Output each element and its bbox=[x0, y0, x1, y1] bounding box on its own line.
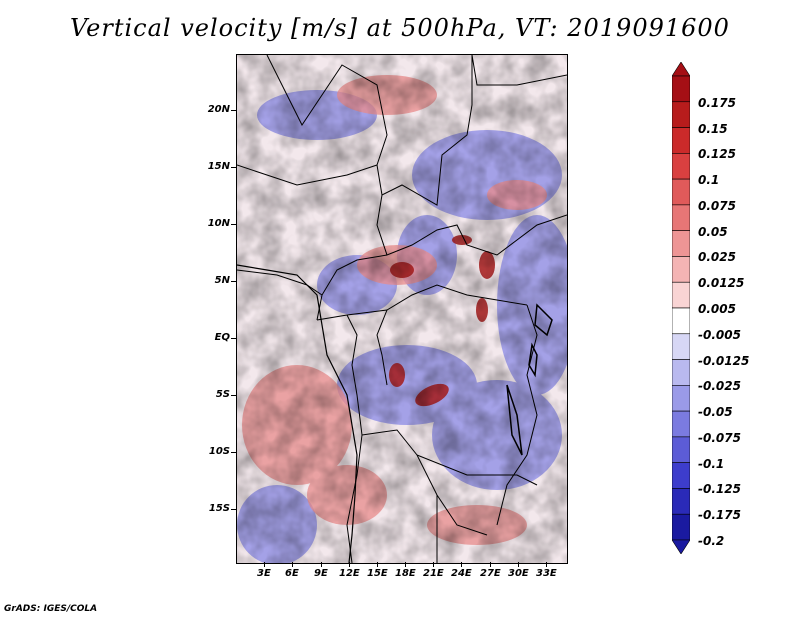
x-tick-label: 27E bbox=[480, 568, 501, 579]
x-tick-label: 15E bbox=[367, 568, 388, 579]
colorbar-segment bbox=[672, 359, 690, 386]
y-tick-label: EQ bbox=[214, 332, 230, 343]
y-tickmark bbox=[231, 395, 236, 396]
colorbar-label: -0.1 bbox=[698, 456, 725, 471]
colorbar-label: 0.025 bbox=[698, 250, 736, 265]
y-tickmark bbox=[231, 224, 236, 225]
lakes bbox=[506, 303, 553, 456]
colorbar-label: 0.005 bbox=[698, 302, 736, 316]
colorbar-label: -0.025 bbox=[698, 379, 741, 394]
country-borders bbox=[237, 55, 567, 563]
y-tickmark bbox=[231, 167, 236, 168]
y-tickmark bbox=[231, 509, 236, 510]
colorbar-segment bbox=[672, 204, 690, 231]
x-tick-label: 9E bbox=[314, 568, 328, 579]
y-tickmark bbox=[231, 110, 236, 111]
colorbar-label: -0.0125 bbox=[698, 353, 750, 368]
x-tickmark bbox=[349, 562, 350, 567]
x-tickmark bbox=[377, 562, 378, 567]
y-tickmark bbox=[231, 452, 236, 453]
x-tick-label: 30E bbox=[508, 568, 529, 579]
colorbar-label: -0.125 bbox=[698, 482, 741, 497]
x-tickmark bbox=[518, 562, 519, 567]
x-tickmark bbox=[433, 562, 434, 567]
x-tickmark bbox=[405, 562, 406, 567]
colorbar-arrow-top bbox=[672, 62, 690, 77]
y-tick-label: 5S bbox=[215, 389, 230, 400]
colorbar-segment bbox=[672, 513, 690, 541]
colorbar-segment bbox=[672, 101, 690, 128]
colorbar-label: 0.1 bbox=[698, 173, 720, 188]
x-tick-label: 24E bbox=[451, 568, 472, 579]
colorbar-label: 0.05 bbox=[698, 224, 728, 239]
y-tick-label: 10S bbox=[208, 446, 230, 457]
velocity-map bbox=[236, 54, 568, 564]
x-tick-label: 33E bbox=[536, 568, 557, 579]
x-tick-label: 3E bbox=[257, 568, 271, 579]
colorbar-segment bbox=[672, 410, 690, 438]
colorbar-segment bbox=[672, 75, 690, 103]
y-tick-label: 15S bbox=[208, 503, 230, 514]
colorbar bbox=[672, 62, 690, 554]
map-title: Vertical velocity [m/s] at 500hPa, VT: 2… bbox=[70, 14, 730, 42]
x-tickmark bbox=[264, 562, 265, 567]
y-tickmark bbox=[231, 281, 236, 282]
x-tickmark bbox=[292, 562, 293, 567]
colorbar-segment bbox=[672, 333, 690, 360]
colorbar-label: 0.15 bbox=[698, 121, 728, 136]
colorbar-label: 0.175 bbox=[698, 95, 736, 110]
colorbar-label: 0.075 bbox=[698, 198, 736, 213]
colorbar-segment bbox=[672, 307, 690, 335]
colorbar-label: 0.0125 bbox=[698, 276, 745, 291]
colorbar-segment bbox=[672, 488, 690, 515]
x-tick-label: 12E bbox=[339, 568, 360, 579]
y-tickmark bbox=[231, 338, 236, 339]
coastline bbox=[237, 264, 358, 563]
credit-text: GrADS: IGES/COLA bbox=[4, 604, 98, 614]
y-tick-label: 20N bbox=[207, 104, 230, 115]
colorbar-segment bbox=[672, 153, 690, 180]
colorbar-label: -0.005 bbox=[698, 327, 741, 342]
colorbar-segment bbox=[672, 178, 690, 206]
colorbar-segment bbox=[672, 385, 690, 412]
x-tickmark bbox=[461, 562, 462, 567]
x-tickmark bbox=[546, 562, 547, 567]
velocity-field bbox=[237, 55, 567, 563]
colorbar-label: 0.125 bbox=[698, 147, 736, 162]
colorbar-segment bbox=[672, 127, 690, 154]
x-tick-label: 6E bbox=[285, 568, 299, 579]
colorbar-segment bbox=[672, 230, 690, 257]
colorbar-segment bbox=[672, 281, 690, 309]
x-tickmark bbox=[321, 562, 322, 567]
colorbar-label: -0.075 bbox=[698, 430, 741, 445]
y-tick-label: 10N bbox=[207, 218, 230, 229]
y-tick-label: 5N bbox=[214, 275, 230, 286]
y-tick-label: 15N bbox=[207, 161, 230, 172]
colorbar-label: -0.2 bbox=[698, 534, 725, 548]
colorbar-arrow-bottom bbox=[672, 539, 690, 554]
x-tickmark bbox=[490, 562, 491, 567]
x-tick-label: 18E bbox=[395, 568, 416, 579]
colorbar-segment bbox=[672, 462, 690, 489]
colorbar-label: -0.05 bbox=[698, 405, 733, 420]
colorbar-label: -0.175 bbox=[698, 508, 741, 523]
colorbar-segment bbox=[672, 256, 690, 283]
colorbar-segment bbox=[672, 436, 690, 463]
x-tick-label: 21E bbox=[423, 568, 444, 579]
